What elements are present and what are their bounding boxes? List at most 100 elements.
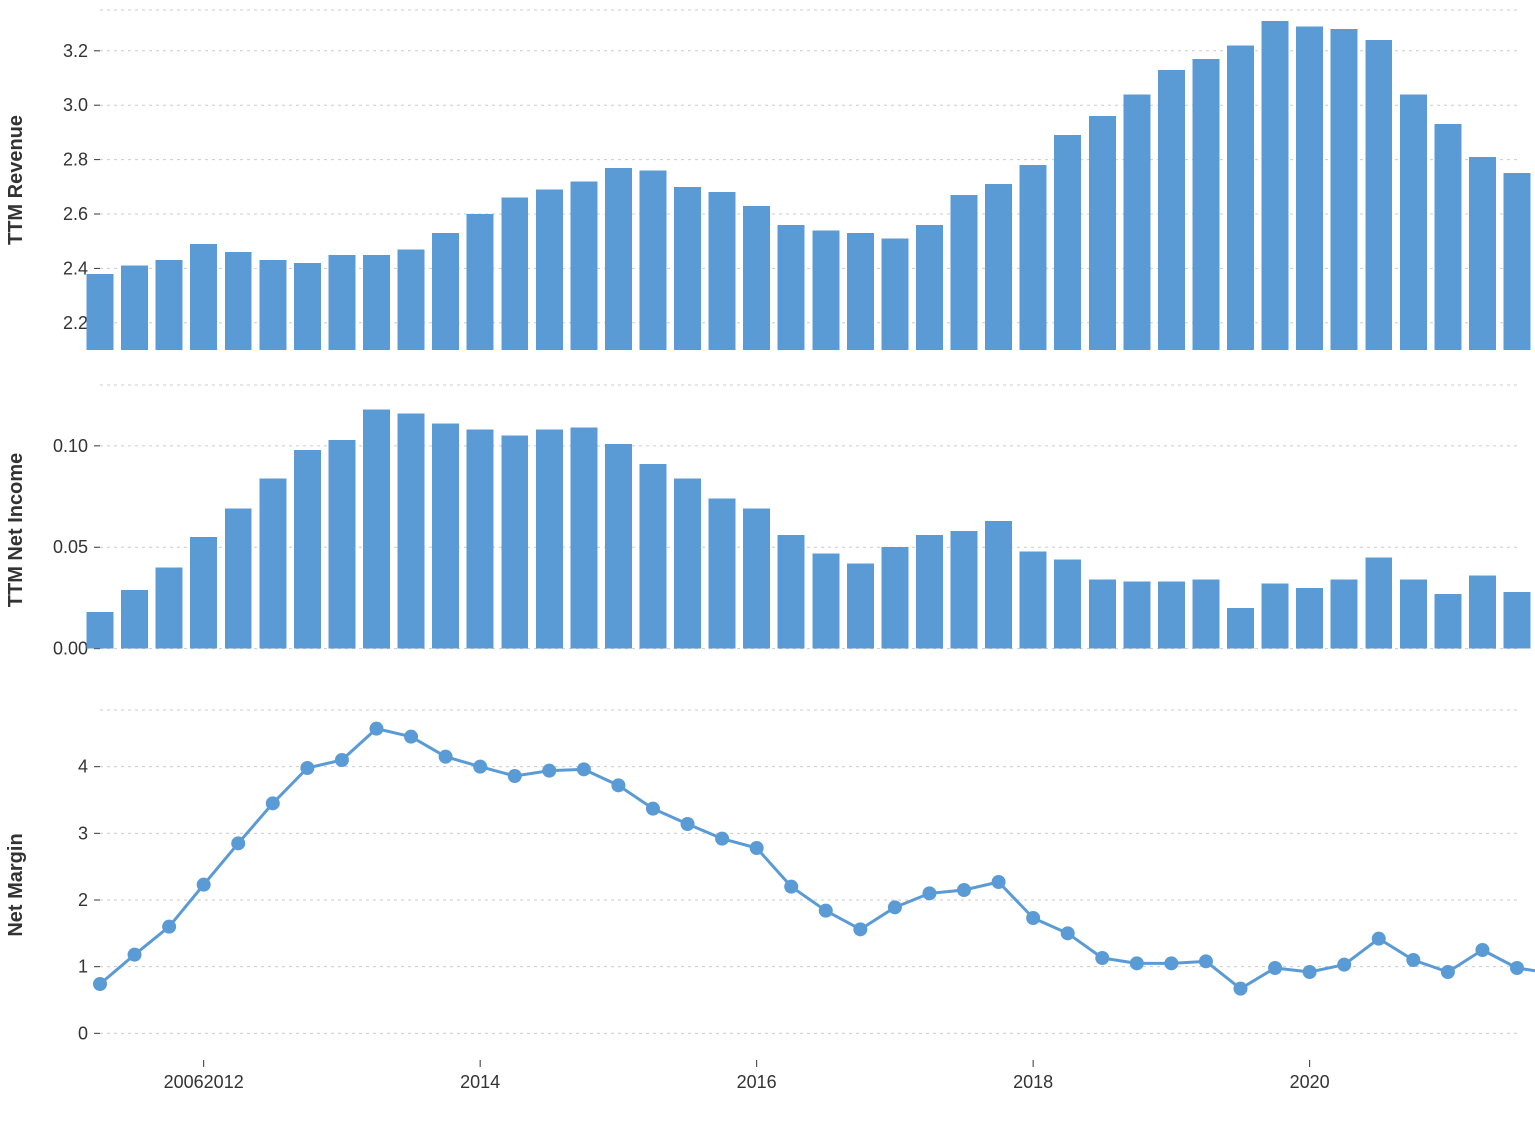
revenue-bar: [1123, 94, 1150, 350]
margin-marker: [1164, 956, 1178, 970]
margin-marker: [1026, 911, 1040, 925]
margin-marker: [1095, 951, 1109, 965]
margin-marker: [922, 886, 936, 900]
netincome-bar: [1020, 551, 1047, 648]
netincome-ylabel: TTM Net Income: [5, 453, 27, 607]
revenue-bar: [985, 184, 1012, 350]
revenue-bar: [363, 255, 390, 350]
revenue-bar: [778, 225, 805, 350]
revenue-bar: [916, 225, 943, 350]
margin-marker: [1130, 956, 1144, 970]
revenue-bar: [1089, 116, 1116, 350]
netincome-bar: [432, 424, 459, 649]
netincome-bar: [640, 464, 667, 649]
margin-marker: [473, 760, 487, 774]
margin-marker: [611, 778, 625, 792]
margin-marker: [542, 764, 556, 778]
revenue-bar: [1365, 40, 1392, 350]
margin-marker: [231, 836, 245, 850]
revenue-ytick-label: 2.2: [63, 313, 88, 333]
netincome-bar: [190, 537, 217, 649]
margin-marker: [715, 832, 729, 846]
netincome-bar: [674, 478, 701, 648]
margin-marker: [1510, 961, 1524, 975]
revenue-bar: [467, 214, 494, 350]
revenue-bar: [87, 274, 114, 350]
netincome-bar: [1469, 576, 1496, 649]
revenue-bar: [432, 233, 459, 350]
netincome-bar: [1365, 557, 1392, 648]
netincome-bar: [1227, 608, 1254, 649]
revenue-bar: [605, 168, 632, 350]
revenue-bar: [156, 260, 183, 350]
netincome-bar: [501, 436, 528, 649]
netincome-ytick-label: 0.00: [53, 639, 88, 659]
revenue-bar: [501, 198, 528, 350]
revenue-bar: [1296, 26, 1323, 350]
margin-marker: [1406, 953, 1420, 967]
margin-marker: [335, 753, 349, 767]
revenue-bar: [121, 266, 148, 350]
netincome-bar: [259, 478, 286, 648]
revenue-bar: [812, 230, 839, 350]
netincome-bar: [743, 509, 770, 649]
revenue-bar: [1262, 21, 1289, 350]
netincome-bar: [1400, 580, 1427, 649]
netincome-bar: [881, 547, 908, 648]
revenue-ylabel: TTM Revenue: [5, 115, 27, 245]
margin-marker: [1337, 958, 1351, 972]
margin-line: [100, 729, 1535, 989]
x-tick-label: 2016: [737, 1072, 777, 1092]
margin-marker: [439, 750, 453, 764]
netincome-bar: [1262, 584, 1289, 649]
margin-marker: [404, 730, 418, 744]
margin-marker: [1372, 932, 1386, 946]
netincome-ytick-label: 0.05: [53, 537, 88, 557]
margin-marker: [1199, 954, 1213, 968]
margin-ytick-label: 2: [78, 890, 88, 910]
margin-marker: [888, 900, 902, 914]
netincome-bar: [121, 590, 148, 649]
netincome-bar: [328, 440, 355, 649]
netincome-bar: [1158, 582, 1185, 649]
netincome-bar: [1434, 594, 1461, 649]
netincome-bar: [536, 430, 563, 649]
x-tick-label: 2018: [1013, 1072, 1053, 1092]
netincome-bar: [812, 553, 839, 648]
netincome-ytick-label: 0.10: [53, 436, 88, 456]
margin-marker: [957, 883, 971, 897]
netincome-bar: [225, 509, 252, 649]
revenue-bar: [881, 238, 908, 350]
margin-ytick-label: 1: [78, 957, 88, 977]
margin-marker: [197, 878, 211, 892]
margin-marker: [750, 841, 764, 855]
netincome-bar: [570, 428, 597, 649]
margin-marker: [992, 875, 1006, 889]
margin-marker: [681, 817, 695, 831]
margin-marker: [369, 722, 383, 736]
margin-marker: [162, 920, 176, 934]
margin-marker: [508, 769, 522, 783]
revenue-bar: [1192, 59, 1219, 350]
margin-marker: [128, 948, 142, 962]
revenue-bar: [1054, 135, 1081, 350]
netincome-bar: [951, 531, 978, 649]
margin-marker: [577, 762, 591, 776]
revenue-bar: [1434, 124, 1461, 350]
margin-marker: [300, 761, 314, 775]
margin-ytick-label: 3: [78, 823, 88, 843]
revenue-bar: [1020, 165, 1047, 350]
revenue-bar: [951, 195, 978, 350]
revenue-bar: [1331, 29, 1358, 350]
netincome-bar: [847, 563, 874, 648]
netincome-bar: [1054, 559, 1081, 648]
netincome-bar: [1123, 582, 1150, 649]
netincome-bar: [709, 499, 736, 649]
revenue-bar: [398, 249, 425, 350]
revenue-bar: [709, 192, 736, 350]
netincome-bar: [156, 568, 183, 649]
revenue-bar: [225, 252, 252, 350]
revenue-bar: [640, 170, 667, 350]
netincome-bar: [1296, 588, 1323, 649]
margin-marker: [1475, 943, 1489, 957]
